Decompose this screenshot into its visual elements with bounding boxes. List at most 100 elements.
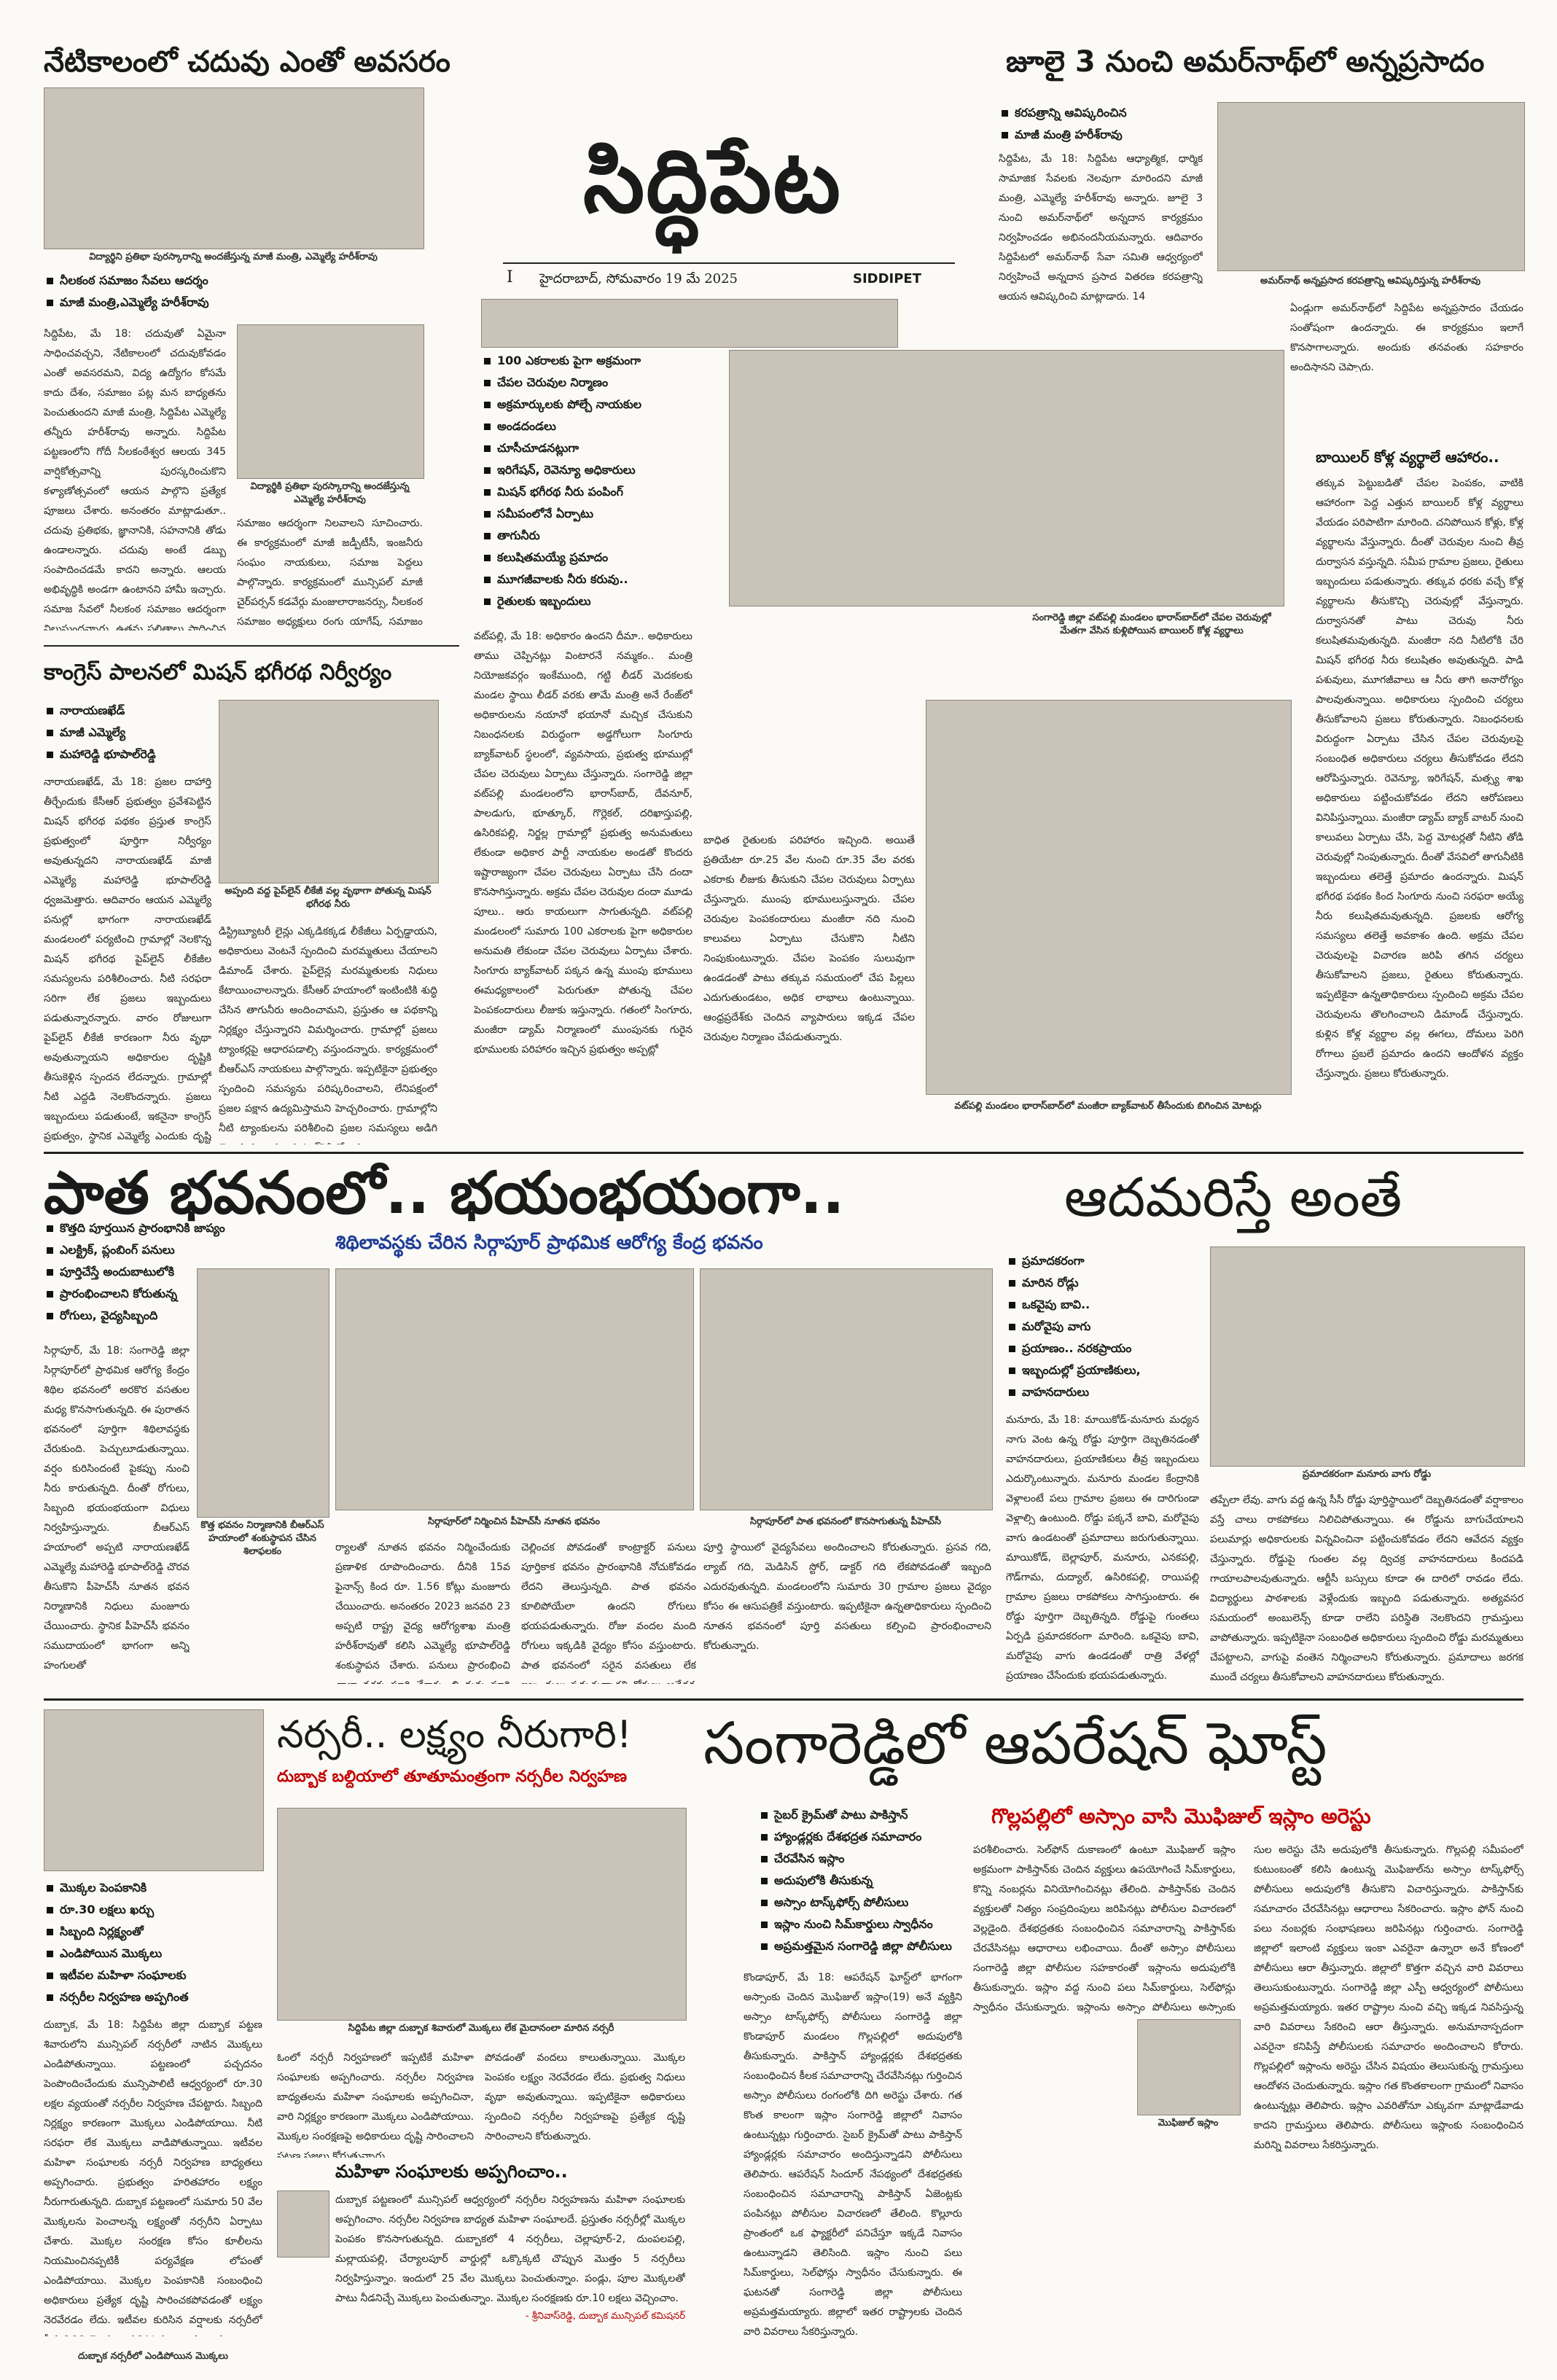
bullet: చూసీచూడనట్లుగా	[481, 437, 722, 459]
center-body-2: బాధిత రైతులకు పరిహారం ఇచ్చింది. అయితే ప్…	[703, 835, 915, 1043]
bullet: రైతులకు ఇబ్బందులు	[481, 590, 722, 612]
ghost-body-2: పరశీలించారు. సెల్‌ఫోన్ దుకాణంలో ఉంటూ మొఫ…	[973, 1844, 1236, 2013]
bullet: మొక్కల పెంపకానికి	[44, 1877, 284, 1899]
bullet: కొత్తది పూర్తయిన ప్రారంభానికి జాప్యం	[44, 1217, 321, 1239]
top-left-photo2-caption: విద్యార్థికి ప్రతిభా పురస్కారాన్ని అందజే…	[250, 481, 410, 505]
boiler-headline: బాయిలర్ కోళ్ల వ్యర్థాలే ఆహారం..	[1316, 448, 1499, 466]
top-left-photo	[44, 87, 424, 249]
nursery-body-2: ఓంలో నర్సరీ నిర్వహణలో ఇప్పటికే మహిళా సంఘ…	[277, 2052, 474, 2158]
old-building-body-4: పూర్తి స్థాయిలో వైద్యసేవలు అందించాలని కో…	[703, 1542, 991, 1652]
congress-body-2: డిస్ట్రిబ్యూటరీ లైన్లు ఎక్కడికక్కడ లీకేజ…	[219, 926, 437, 1144]
old-building-bullets: కొత్తది పూర్తయిన ప్రారంభానికి జాప్యం ఎలక…	[44, 1217, 321, 1327]
ghost-body-3: సుల అరెస్టు చేసి అదుపులోకి తీసుకున్నారు.…	[1254, 1844, 1523, 2151]
masthead-title: సిద్ధిపేట	[583, 131, 842, 233]
nursery-signature: - శ్రీనివాస్‌రెడ్డి, దుబ్బాక మున్సిపల్ క…	[525, 2311, 685, 2322]
old-building-photo-caption-1: కొత్త భవనం నిర్మాణానికి బీఆర్ఎస్ హయాంలో …	[200, 1520, 324, 1557]
top-left-body: సిద్దిపేట, మే 18: చదువుతో ఏమైనా సాధించవచ…	[44, 328, 226, 631]
nursery-subhead: దుబ్బాక బల్దియాలో తూతూమంత్రంగా నర్సరీల న…	[277, 1768, 628, 1786]
congress-headline: కాంగ్రెస్ పాలనలో మిషన్ భగీరథ నిర్వీర్యం	[44, 660, 392, 685]
old-building-photo-old	[700, 1268, 993, 1510]
boiler-body: తక్కువ పెట్టుబడితో చేపల పెంపకం, వాటికి ఆ…	[1316, 477, 1523, 1080]
nursery-body-4: దుబ్బాక పట్టణంలో మున్సిపల్ ఆధ్వర్యంలో నర…	[335, 2194, 685, 2304]
bullet: కలుషితమయ్యే ప్రమాదం	[481, 547, 722, 569]
nursery-bullets: మొక్కల పెంపకానికి రూ.30 లక్షలు ఖర్చు సిబ…	[44, 1877, 284, 2008]
bullet: మాజీ ఎమ్మెల్యే	[44, 722, 262, 744]
bullet: 100 ఎకరాలకు పైగా అక్రమంగా	[481, 350, 722, 372]
top-left-photo-caption: విద్యార్థిని ప్రతిభా పురస్కారాన్ని అందజే…	[89, 251, 378, 262]
bullet: ఎండిపోయిన మొక్కలు	[44, 1943, 284, 1965]
bullet: అప్రమత్తమైన సంగారెడ్డి జిల్లా పోలీసులు	[758, 1935, 984, 1957]
top-right-body-2: ఏండ్లుగా అమర్‌నాథ్‌లో సిద్దిపేట అన్నప్రస…	[1290, 303, 1523, 372]
ghost-subhead: గొల్లపల్లిలో అస్సాం వాసి మొఫిజుల్ ఇస్లాం…	[991, 1804, 1371, 1828]
old-building-body-1: సిర్గాపూర్, మే 18: సంగారెడ్డి జిల్లా సిర…	[44, 1345, 190, 1671]
old-building-photo-plaque	[197, 1268, 329, 1518]
bullet: హ్యాండ్లర్లకు దేశభద్రత సమాచారం	[758, 1826, 984, 1848]
bullet: అండదండలు	[481, 415, 722, 437]
old-building-photo-caption-2: సిర్గాపూర్‌లో నిర్మించిన పీహెచ్‌సీ నూతన …	[428, 1516, 600, 1527]
ghost-bullets: సైబర్ క్రైమ్‌తో పాటు పాకిస్తాన్ హ్యాండ్ల…	[758, 1804, 984, 1957]
bullet: మిషన్ భగీరథ నీరు పంపింగ్	[481, 481, 722, 503]
nursery-body: దుబ్బాక, మే 18: సిద్దిపేట జిల్లా దుబ్బాక…	[44, 2019, 262, 2336]
bullet: వాహనదారులు	[1006, 1381, 1195, 1403]
bullet: ఇరిగేషన్, రెవెన్యూ అధికారులు	[481, 459, 722, 481]
bullet: మూగజీవాలకు నీరు కరువు..	[481, 569, 722, 590]
bullet: రోగులు, వైద్యసిబ్బంది	[44, 1305, 321, 1327]
masthead-dateline: హైదరాబాద్, సోమవారం 19 మే 2025	[539, 271, 738, 286]
top-right-photo	[1217, 102, 1525, 271]
old-building-body-3: చెల్లించక పోవడంతో కాంట్రాక్టర్ పనులు పూర…	[521, 1542, 696, 1684]
bullet: చేపల చెరువుల నిర్మాణం	[481, 372, 722, 394]
bullet: ప్రారంభించాలని కోరుతున్న	[44, 1283, 321, 1305]
bullet: ఒకవైపు బావి..	[1006, 1294, 1195, 1316]
bullet: సిబ్బంది నిర్లక్ష్యంతో	[44, 1921, 284, 1943]
bullet: అక్రమార్కులకు పోల్చే నాయకుల	[481, 394, 722, 415]
top-right-bullets: కరపత్రాన్ని ఆవిష్కరించిన మాజీ మంత్రి హరీ…	[999, 102, 1203, 146]
careful-headline: ఆదమరిస్తే అంతే	[1064, 1166, 1402, 1229]
ghost-photo	[1137, 2019, 1241, 2115]
nursery-photo-caption-2: దుబ్బాక నర్సరీలో ఎండిపోయిన మొక్కలు	[78, 2351, 228, 2362]
bullet: నారాయణఖేడ్	[44, 700, 262, 722]
center-photo-caption-2: వట్‌పల్లి మండలం భారాస్‌బాద్‌లో మంజీరా బ్…	[954, 1101, 1262, 1112]
bullet: మారిన రోడ్లు	[1006, 1272, 1195, 1294]
top-left-bullets: నీలకంఠ సమాజం సేవలు ఆదర్శం మాజీ మంత్రి,ఎమ…	[44, 270, 423, 313]
bullet: ఇస్లాం నుంచి సిమ్‌కార్డులు స్వాధీనం	[758, 1913, 984, 1935]
bullet: ఇటీవల మహిళా సంఘాలకు	[44, 1965, 284, 1986]
nursery-photo-caption-1: సిద్దిపేట జిల్లా దుబ్బాక శివారులో మొక్కల…	[348, 2023, 614, 2034]
old-building-headline: పాత భవనంలో.. భయంభయంగా..	[44, 1159, 845, 1227]
bullet: మాజీ మంత్రి,ఎమ్మెల్యే హరీశ్‌రావు	[44, 292, 423, 313]
bullet: నర్సరీల నిర్వహణ అప్పగింత	[44, 1986, 284, 2008]
bullet: మరోవైపు వాగు	[1006, 1316, 1195, 1338]
center-photo-motors	[926, 700, 1292, 1095]
section-rule	[44, 645, 459, 647]
top-left-headline: నేటికాలంలో చదువు ఎంతో అవసరం	[44, 45, 450, 79]
bullet: ఎలక్ట్రిక్, ప్లంబింగ్ పనులు	[44, 1239, 321, 1261]
nursery-body-3: పోవడంతో వందలు కాలుతున్నాయి. మొక్కల పెంపక…	[485, 2052, 685, 2142]
nursery-photo-top	[44, 1709, 264, 1871]
old-building-subhead: శిథిలావస్థకు చేరిన సిర్గాపూర్ ప్రాథమిక ఆ…	[335, 1232, 763, 1254]
careful-photo-caption: ప్రమాదకరంగా మనూరు వాగు రోడ్డు	[1302, 1469, 1432, 1480]
old-building-photo-caption-3: సిర్గాపూర్‌లో పాత భవనంలో కొనసాగుతున్న పీ…	[749, 1516, 942, 1527]
bullet: రూ.30 లక్షలు ఖర్చు	[44, 1899, 284, 1921]
center-photo-main	[729, 350, 1284, 606]
careful-body: మనూరు, మే 18: మాయికోడ్-మనూరు మధ్యన నాగు …	[1006, 1414, 1199, 1682]
bullet: సమీపంలోనే ఏర్పాటు	[481, 503, 722, 525]
bullet: మహారెడ్డి భూపాల్‌రెడ్డి	[44, 744, 262, 765]
ghost-headline: సంగారెడ్డిలో ఆపరేషన్ ఘోస్ట్	[703, 1709, 1327, 1777]
old-building-body-2: ర్యాలతో నూతన భవనం నిర్మించేందుకు ప్రణాళి…	[335, 1542, 510, 1684]
congress-photo	[219, 700, 439, 883]
careful-photo	[1210, 1246, 1525, 1467]
ghost-photo-caption: మొఫిజుల్ ఇస్లాం	[1158, 2118, 1219, 2129]
nursery-subhead-2: మహిళా సంఘాలకు అప్పగించాం..	[335, 2161, 568, 2182]
nursery-photo-main	[277, 1808, 687, 2021]
top-right-body: సిద్దిపేట, మే 18: సిద్దిపేట ఆధ్యాత్మిక, …	[999, 153, 1203, 303]
bullet: అస్సాం టాస్క్‌ఫోర్స్ పోలీసులు	[758, 1892, 984, 1913]
top-left-photo-2	[237, 324, 424, 479]
bullet: పూర్తిచేస్తే అందుబాటులోకి	[44, 1261, 321, 1283]
masthead-rule	[503, 262, 955, 264]
section-rule	[44, 1152, 1523, 1154]
bullet: కరపత్రాన్ని ఆవిష్కరించిన	[999, 102, 1203, 124]
masthead-english: SIDDIPET	[853, 271, 922, 286]
bullet: ప్రయాణం.. నరకప్రాయం	[1006, 1338, 1195, 1359]
top-left-body-2: సమాజం ఆదర్శంగా నిలవాలని సూచించారు. ఈ కార…	[237, 518, 423, 628]
center-photo-top	[481, 299, 898, 348]
nursery-headline: నర్సరీ.. లక్ష్యం నీరుగారి!	[277, 1713, 632, 1757]
